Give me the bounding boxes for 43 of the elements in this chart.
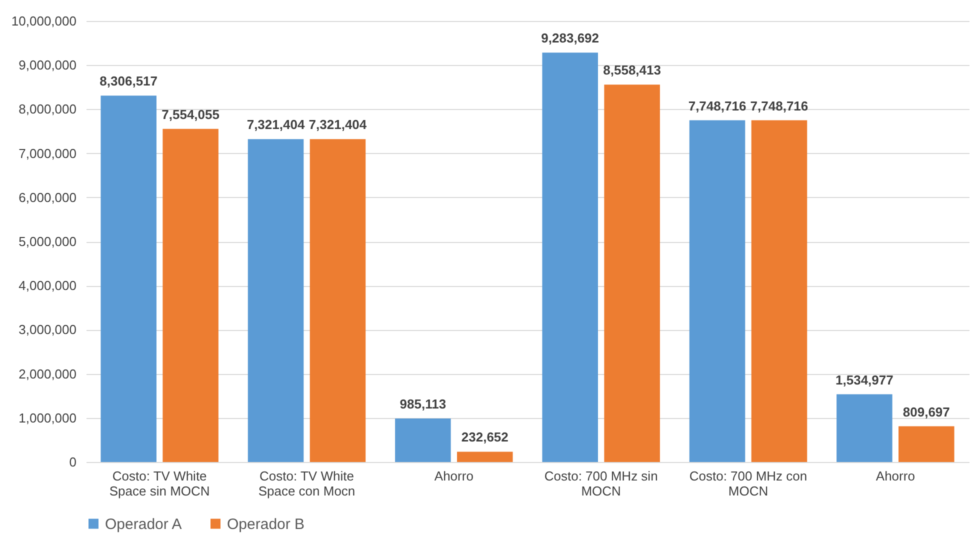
y-tick-label: 1,000,000 <box>18 410 76 426</box>
data-label: 1,534,977 <box>836 372 894 388</box>
bar <box>836 394 892 462</box>
x-tick-label: Costo: 700 MHz sin MOCN <box>544 468 658 498</box>
bar <box>689 120 746 462</box>
y-tick-label: 10,000,000 <box>11 14 76 28</box>
data-label: 7,748,716 <box>750 98 808 114</box>
data-label: 7,321,404 <box>246 117 306 132</box>
bar <box>395 418 451 462</box>
legend-label: Operador A <box>105 516 182 533</box>
bar <box>898 426 954 462</box>
legend-label: Operador B <box>227 516 305 533</box>
y-tick-label: 3,000,000 <box>18 322 76 338</box>
x-tick-label: Costo: TV White Space con Mocn <box>258 468 356 498</box>
y-tick-label: 8,000,000 <box>18 102 76 117</box>
bar <box>542 52 598 462</box>
x-tick-label: Ahorro <box>876 468 915 484</box>
y-tick-label: 7,000,000 <box>18 146 76 161</box>
data-label: 8,558,413 <box>603 62 661 78</box>
data-label: 232,652 <box>461 430 508 445</box>
bar <box>751 120 808 462</box>
bar <box>310 139 366 462</box>
bar <box>604 84 660 462</box>
y-tick-label: 5,000,000 <box>18 234 76 249</box>
data-label: 8,306,517 <box>100 74 158 89</box>
x-tick-label: Ahorro <box>434 468 474 484</box>
y-tick-label: 4,000,000 <box>18 278 76 294</box>
y-tick-label: 0 <box>69 454 76 470</box>
bar <box>457 452 513 462</box>
bar <box>162 128 218 462</box>
data-label: 7,554,055 <box>162 106 220 122</box>
bar <box>100 96 156 462</box>
bar <box>248 139 304 462</box>
data-label: 985,113 <box>400 396 446 412</box>
x-tick-label: Costo: 700 MHz con MOCN <box>689 468 808 498</box>
y-tick-label: 2,000,000 <box>18 366 76 382</box>
data-label: 809,697 <box>902 404 950 420</box>
data-label: 7,748,716 <box>688 98 746 114</box>
x-tick-label: Costo: TV White Space sin MOCN <box>109 468 210 498</box>
y-tick-label: 6,000,000 <box>18 190 76 205</box>
data-label: 9,283,692 <box>541 30 600 46</box>
y-tick-label: 9,000,000 <box>18 58 76 73</box>
data-label: 7,321,404 <box>308 117 368 132</box>
